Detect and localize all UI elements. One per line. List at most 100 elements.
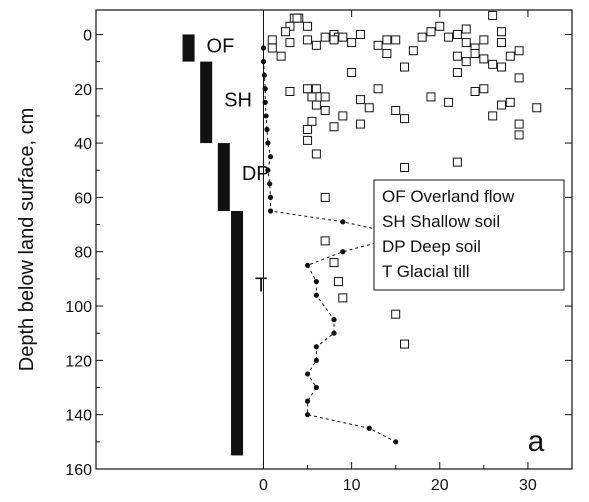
square-point	[488, 111, 498, 121]
profile-point	[313, 357, 319, 363]
square-point	[505, 51, 515, 61]
square-point	[452, 29, 462, 39]
profile-point	[366, 425, 372, 431]
profile-point	[265, 167, 271, 173]
square-point	[355, 119, 365, 129]
square-point	[514, 46, 524, 56]
zone-label-t: T	[255, 274, 267, 296]
square-point	[285, 38, 295, 48]
profile-point	[313, 344, 319, 350]
square-point	[267, 35, 277, 45]
square-point	[320, 192, 330, 202]
profile-point	[263, 113, 269, 119]
square-point	[514, 73, 524, 83]
profile-point	[265, 140, 271, 146]
profile-point	[313, 278, 319, 285]
zone-label-dp: DP	[242, 163, 270, 185]
y-axis-title: Depth below land surface, cm	[16, 108, 38, 371]
square-point	[333, 277, 343, 287]
profile-point	[261, 72, 267, 78]
profile-point	[260, 45, 267, 51]
y-tick-label: 60	[74, 190, 92, 207]
square-point	[285, 86, 295, 96]
square-point	[338, 32, 348, 42]
profile-point	[304, 398, 311, 404]
square-point	[373, 40, 383, 50]
x-tick-label: 0	[259, 477, 268, 494]
legend-entry: SH Shallow soil	[382, 212, 500, 231]
square-point	[311, 149, 321, 159]
square-point	[338, 111, 348, 121]
profile-point	[267, 208, 274, 214]
square-point	[435, 21, 445, 31]
legend-entry: OF Overland flow	[382, 187, 515, 206]
zone-bars: OF SH DP T	[182, 34, 270, 456]
panel-label: a	[528, 425, 545, 458]
square-point	[391, 105, 401, 115]
square-point	[303, 125, 313, 135]
square-point	[382, 48, 392, 58]
square-point	[307, 116, 317, 126]
y-tick-label: 100	[65, 299, 92, 316]
square-point	[470, 86, 480, 96]
square-point	[505, 97, 515, 107]
y-tick-label: 140	[65, 408, 92, 425]
profile-point	[331, 317, 337, 323]
square-point	[311, 40, 321, 50]
square-point	[514, 130, 524, 140]
square-point	[303, 84, 313, 94]
zone-bar-of	[182, 34, 195, 62]
profile-point	[260, 59, 267, 65]
square-point	[400, 62, 410, 72]
profile-point	[262, 99, 268, 105]
square-point	[452, 51, 462, 61]
profile-point	[267, 194, 274, 201]
square-point	[488, 59, 498, 69]
square-point	[355, 29, 365, 39]
square-point	[329, 258, 339, 268]
profile-point	[304, 412, 311, 418]
square-point	[320, 236, 330, 246]
x-axis: 0 10 20 30	[259, 10, 537, 494]
profile-point	[264, 126, 270, 133]
square-point	[355, 95, 365, 105]
square-point	[329, 35, 339, 45]
square-point	[461, 57, 471, 67]
square-point	[364, 103, 374, 113]
zone-bar-dp	[217, 143, 230, 211]
square-point	[320, 92, 330, 102]
square-point	[303, 35, 313, 45]
square-point	[303, 135, 313, 145]
profile-point	[340, 219, 346, 225]
square-point	[373, 84, 383, 94]
square-point	[514, 119, 524, 129]
square-point	[307, 92, 317, 102]
plot-frame	[95, 9, 573, 470]
square-point	[496, 27, 506, 37]
profile-point	[313, 384, 319, 391]
y-tick-label: 160	[65, 462, 92, 479]
square-point	[303, 21, 313, 31]
y-tick-label: 80	[74, 245, 92, 262]
legend-entry: T Glacial till	[382, 262, 470, 281]
profile-point	[304, 371, 311, 377]
square-point	[488, 10, 498, 20]
profile-point	[331, 330, 337, 336]
zone-bar-t	[231, 210, 244, 456]
legend: OF Overland flow SH Shallow soil DP Deep s…	[373, 179, 565, 291]
y-tick-label: 20	[74, 82, 92, 99]
profile-point	[262, 86, 268, 92]
square-point	[496, 100, 506, 110]
plot-border	[95, 9, 573, 470]
x-tick-label: 10	[343, 477, 361, 494]
square-point	[391, 35, 401, 45]
square-point	[444, 32, 454, 42]
square-point	[391, 309, 401, 319]
square-point	[479, 35, 489, 45]
square-point	[479, 84, 489, 94]
profile-point	[267, 154, 274, 160]
zone-label-sh: SH	[224, 90, 252, 112]
square-point	[400, 163, 410, 173]
y-tick-label: 40	[74, 136, 92, 153]
